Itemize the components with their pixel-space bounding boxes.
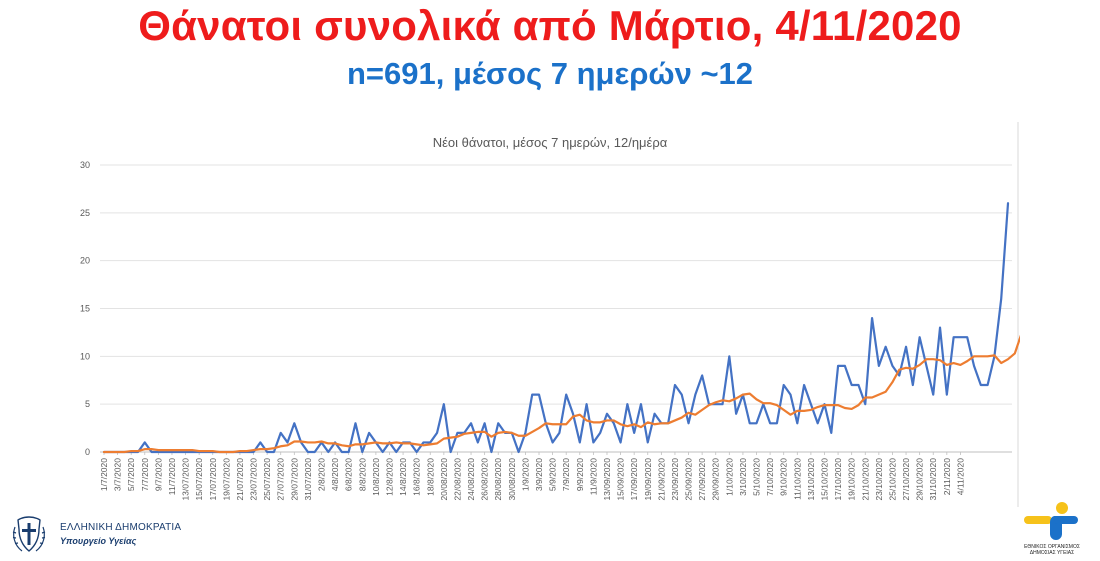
- y-tick-label: 25: [80, 208, 90, 218]
- x-tick-label: 9/7/2020: [153, 458, 163, 491]
- x-tick-label: 21/09/2020: [656, 458, 666, 501]
- x-tick-label: 1/10/2020: [724, 458, 734, 496]
- x-tick-label: 2/8/2020: [317, 458, 327, 491]
- x-tick-label: 3/9/2020: [534, 458, 544, 491]
- series-line-daily-deaths: [102, 202, 1010, 454]
- x-tick-label: 5/7/2020: [126, 458, 136, 491]
- x-tick-label: 1/7/2020: [99, 458, 109, 491]
- x-tick-label: 31/10/2020: [928, 458, 938, 501]
- x-tick-label: 25/07/2020: [262, 458, 272, 501]
- x-tick-label: 17/09/2020: [629, 458, 639, 501]
- x-tick-label: 7/9/2020: [561, 458, 571, 491]
- x-tick-label: 12/8/2020: [384, 458, 394, 496]
- x-tick-label: 22/08/2020: [452, 458, 462, 501]
- x-tick-label: 3/10/2020: [738, 458, 748, 496]
- eody-line1: ΕΘΝΙΚΟΣ ΟΡΓΑΝΙΣΜΟΣ: [1024, 544, 1080, 550]
- x-tick-label: 29/09/2020: [711, 458, 721, 501]
- x-tick-label: 16/8/2020: [412, 458, 422, 496]
- eody-logo-block: ΕΘΝΙΚΟΣ ΟΡΓΑΝΙΣΜΟΣ ΔΗΜΟΣΙΑΣ ΥΓΕΙΑΣ: [1016, 500, 1088, 558]
- x-tick-label: 15/10/2020: [819, 458, 829, 501]
- x-tick-label: 2/11/2020: [942, 458, 952, 495]
- x-tick-label: 13/07/2020: [181, 458, 191, 501]
- y-tick-label: 20: [80, 256, 90, 266]
- x-tick-label: 19/09/2020: [643, 458, 653, 501]
- ministry-line2: Υπουργείο Υγείας: [60, 536, 137, 546]
- x-tick-label: 7/10/2020: [765, 458, 775, 496]
- x-tick-label: 17/07/2020: [208, 458, 218, 501]
- deaths-line-chart: 0 5 10 15 20 25 30 1/7/2020 3/7/2020 5/7/2020 7/7/…: [80, 122, 1020, 507]
- x-tick-label: 23/09/2020: [670, 458, 680, 501]
- x-tick-label: 11/10/2020: [792, 458, 802, 500]
- y-tick-label: 0: [85, 447, 90, 457]
- x-tick-label: 10/8/2020: [371, 458, 381, 496]
- x-tick-label: 11/7/2020: [167, 458, 177, 495]
- x-tick-label: 29/07/2020: [289, 458, 299, 501]
- y-tick-label: 5: [85, 399, 90, 409]
- x-tick-label: 14/8/2020: [398, 458, 408, 496]
- greek-coat-of-arms-icon: [12, 516, 46, 552]
- x-tick-label: 20/08/2020: [439, 458, 449, 501]
- chart-area: 0 5 10 15 20 25 30 1/7/2020 3/7/2020 5/7/2020 7/7/…: [62, 122, 1020, 507]
- x-tick-label: 9/9/2020: [575, 458, 585, 491]
- x-tick-label: 3/7/2020: [113, 458, 123, 491]
- x-tick-label: 29/10/2020: [915, 458, 925, 501]
- x-tick-label: 8/8/2020: [357, 458, 367, 491]
- x-tick-label: 7/7/2020: [140, 458, 150, 491]
- x-tick-label: 17/10/2020: [833, 458, 843, 501]
- x-tick-label: 13/10/2020: [806, 458, 816, 501]
- x-tick-label: 15/09/2020: [616, 458, 626, 501]
- y-tick-label: 30: [80, 160, 90, 170]
- x-tick-label: 9/10/2020: [779, 458, 789, 496]
- x-tick-label: 13/09/2020: [602, 458, 612, 501]
- x-tick-label: 30/08/2020: [507, 458, 517, 501]
- page-subtitle: n=691, μέσος 7 ημερών ~12: [346, 56, 754, 91]
- x-tick-label: 15/07/2020: [194, 458, 204, 501]
- x-tick-label: 23/10/2020: [874, 458, 884, 501]
- x-tick-label: 19/10/2020: [847, 458, 857, 501]
- x-tick-label: 25/09/2020: [684, 458, 694, 501]
- x-tick-label: 31/07/2020: [303, 458, 313, 501]
- x-tick-label: 6/8/2020: [344, 458, 354, 491]
- x-tick-label: 26/08/2020: [480, 458, 490, 501]
- eody-logo-icon: [1024, 502, 1078, 540]
- series-line-7day-average: [102, 334, 1020, 454]
- x-tick-label: 23/07/2020: [249, 458, 259, 501]
- page-title: Θάνατοι συνολικά από Μάρτιο, 4/11/2020: [138, 2, 962, 49]
- x-tick-label: 11/9/2020: [588, 458, 598, 495]
- x-tick-label: 4/11/2020: [955, 458, 965, 495]
- x-tick-label: 21/07/2020: [235, 458, 245, 501]
- x-tick-label: 4/8/2020: [330, 458, 340, 491]
- x-tick-label: 1/9/2020: [520, 458, 530, 491]
- x-tick-label: 19/07/2020: [221, 458, 231, 501]
- chart-title: Νέοι θάνατοι, μέσος 7 ημερών, 12/ημέρα: [432, 135, 668, 150]
- x-tick-label: 24/08/2020: [466, 458, 476, 501]
- x-tick-label: 5/9/2020: [548, 458, 558, 491]
- ministry-line1: ΕΛΛΗΝΙΚΗ ΔΗΜΟΚΡΑΤΙΑ: [60, 522, 182, 533]
- x-tick-label: 18/8/2020: [425, 458, 435, 496]
- x-tick-label: 27/07/2020: [276, 458, 286, 501]
- y-tick-label: 15: [80, 304, 90, 314]
- eody-line2: ΔΗΜΟΣΙΑΣ ΥΓΕΙΑΣ: [1029, 550, 1075, 556]
- x-tick-label: 27/10/2020: [901, 458, 911, 501]
- y-tick-label: 10: [80, 351, 90, 361]
- x-tick-label: 27/09/2020: [697, 458, 707, 501]
- eody-text: ΕΘΝΙΚΟΣ ΟΡΓΑΝΙΣΜΟΣ ΔΗΜΟΣΙΑΣ ΥΓΕΙΑΣ: [1016, 544, 1088, 556]
- x-tick-label: 21/10/2020: [860, 458, 870, 501]
- x-tick-label: 28/08/2020: [493, 458, 503, 501]
- x-tick-label: 5/10/2020: [752, 458, 762, 496]
- x-tick-label: 25/10/2020: [887, 458, 897, 501]
